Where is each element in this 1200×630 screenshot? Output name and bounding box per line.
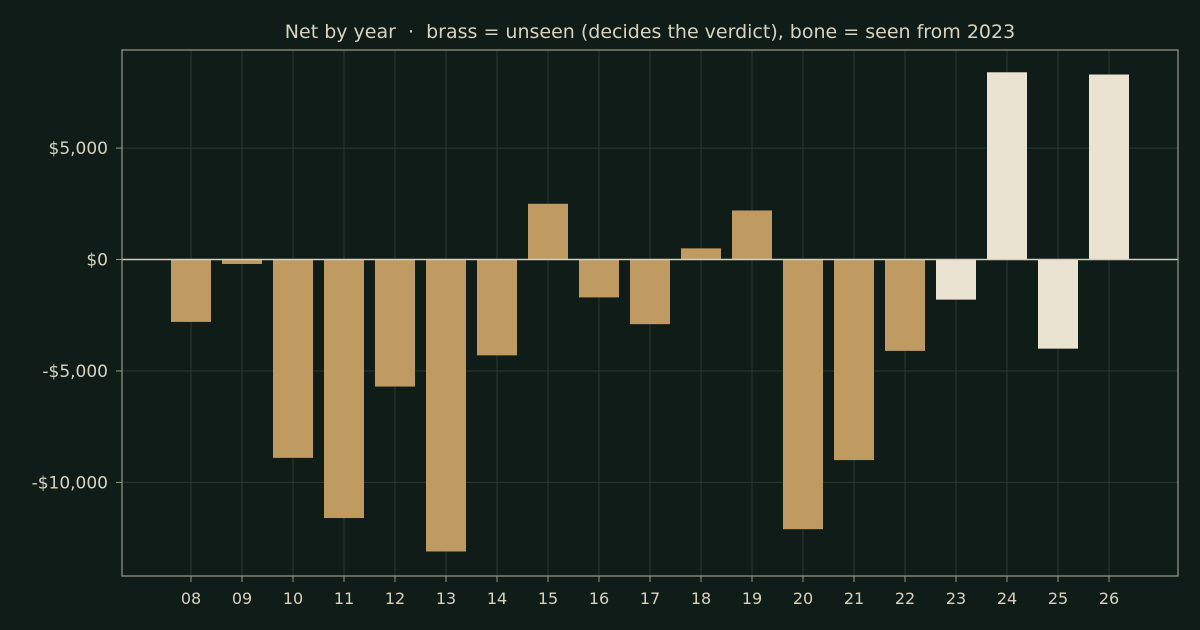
bars-layer — [171, 72, 1129, 552]
bar-20 — [783, 259, 823, 530]
y-tick-label: -$5,000 — [42, 362, 108, 382]
bar-14 — [477, 259, 517, 356]
x-tick-label: 10 — [283, 589, 303, 608]
bar-25 — [1038, 259, 1078, 349]
bar-19 — [732, 210, 772, 260]
bar-09 — [222, 259, 262, 264]
x-tick-label: 25 — [1048, 589, 1068, 608]
bar-24 — [987, 72, 1027, 260]
x-tick-label: 21 — [844, 589, 864, 608]
bar-21 — [834, 259, 874, 461]
bar-22 — [885, 259, 925, 351]
bar-18 — [681, 248, 721, 260]
x-tick-label: 16 — [589, 589, 609, 608]
axis-layer: $5,000 $0 -$5,000 -$10,000 08 09 10 11 12 13 14 15 1… — [32, 49, 1179, 608]
x-tick-label: 15 — [538, 589, 558, 608]
x-tick-label: 13 — [436, 589, 456, 608]
bar-08 — [171, 259, 211, 322]
y-tick-label: $5,000 — [49, 139, 108, 159]
bar-23 — [936, 259, 976, 300]
x-tick-label: 23 — [946, 589, 966, 608]
x-tick-label: 11 — [334, 589, 354, 608]
bar-10 — [273, 259, 313, 458]
x-tick-label: 09 — [232, 589, 252, 608]
y-tick-label: -$10,000 — [32, 473, 108, 493]
bar-15 — [528, 203, 568, 260]
bar-11 — [324, 259, 364, 519]
x-tick-label: 18 — [691, 589, 711, 608]
x-tick-label: 19 — [742, 589, 762, 608]
bar-12 — [375, 259, 415, 387]
x-tick-label: 17 — [640, 589, 660, 608]
x-tick-label: 12 — [385, 589, 405, 608]
x-tick-label: 20 — [793, 589, 813, 608]
bar-17 — [630, 259, 670, 325]
bar-13 — [426, 259, 466, 552]
x-tick-label: 14 — [487, 589, 507, 608]
bar-26 — [1089, 74, 1129, 260]
bar-16 — [579, 259, 619, 298]
chart-title: Net by year · brass = unseen (decides th… — [285, 21, 1015, 43]
x-tick-label: 26 — [1099, 589, 1119, 608]
y-tick-label: $0 — [86, 251, 108, 271]
x-tick-label: 08 — [181, 589, 201, 608]
x-tick-label: 22 — [895, 589, 915, 608]
x-tick-label: 24 — [997, 589, 1017, 608]
